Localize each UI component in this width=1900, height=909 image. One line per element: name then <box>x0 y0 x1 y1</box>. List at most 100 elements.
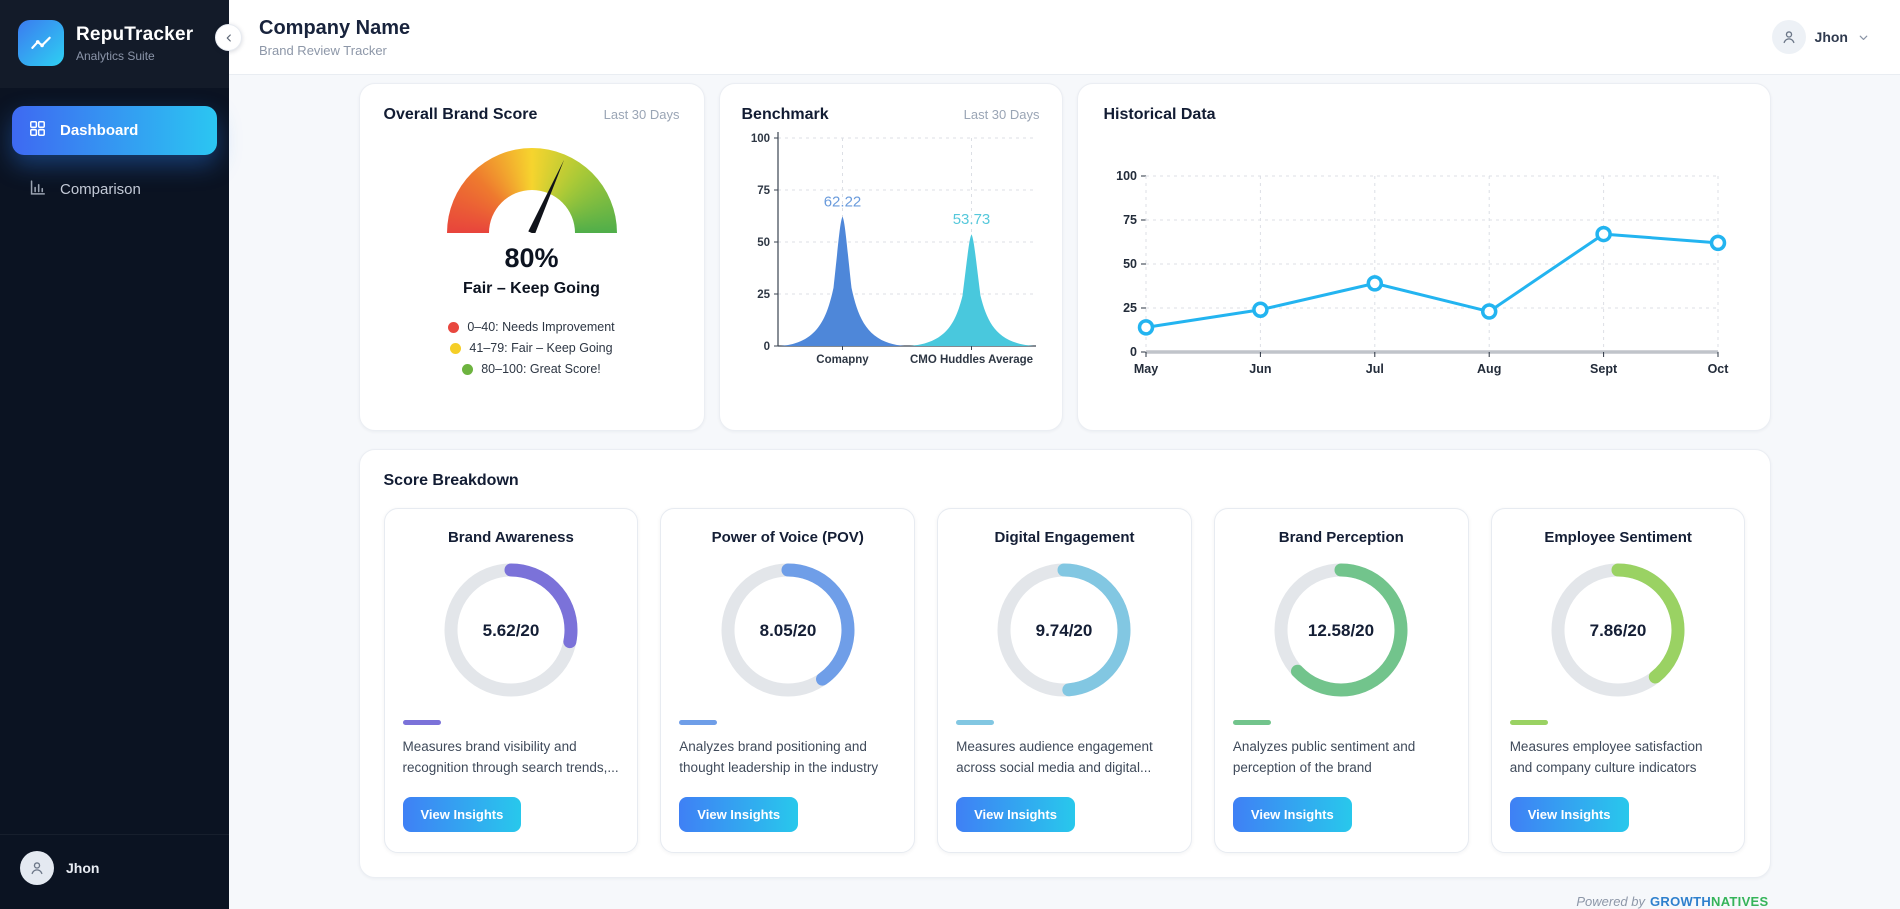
historical-data-card: Historical Data 0 25 50 75 100 May Jun Jul Aug Se… <box>1076 83 1771 431</box>
chevron-down-icon <box>1859 35 1868 40</box>
period-label: Last 30 Days <box>603 107 680 122</box>
gauge-legend-item: 41–79: Fair – Keep Going <box>450 341 613 355</box>
period-label: Last 30 Days <box>963 107 1040 122</box>
view-insights-button[interactable]: View Insights <box>1509 797 1629 832</box>
metrics-row: Brand Awareness 5.62/20 Measures brand vis… <box>383 508 1746 853</box>
app-name: RepuTracker <box>76 23 194 45</box>
sidebar-item-comparison[interactable]: Comparison <box>12 165 217 214</box>
metric-description: Analyzes brand positioning and thought l… <box>679 739 879 775</box>
legend-dot-icon <box>448 321 460 333</box>
svg-text:CMO Huddles Average: CMO Huddles Average <box>909 354 1032 366</box>
metric-legend-swatch <box>1509 720 1548 725</box>
svg-text:25: 25 <box>757 289 770 301</box>
metric-legend-swatch <box>956 720 995 725</box>
header: Company Name Brand Review Tracker Jhon <box>229 0 1900 75</box>
donut-chart: 8.05/20 <box>679 560 896 700</box>
svg-text:0: 0 <box>1130 345 1137 359</box>
metric-legend-swatch <box>1232 720 1271 725</box>
benchmark-area-chart: 0 25 50 75 100 62.22 Comapny 53.73 CMO Huddles A… <box>750 132 1036 366</box>
sidebar-item-dashboard[interactable]: Dashboard <box>12 106 217 155</box>
donut-chart: 5.62/20 <box>403 560 620 700</box>
user-avatar-icon <box>20 851 54 885</box>
svg-text:100: 100 <box>750 133 769 145</box>
svg-text:75: 75 <box>757 185 770 197</box>
metric-title: Employee Sentiment <box>1544 529 1692 546</box>
user-avatar-icon <box>1771 20 1806 54</box>
metric-card: Power of Voice (POV) 8.05/20 Analyzes bran… <box>660 508 916 853</box>
svg-text:8.05/20: 8.05/20 <box>759 621 816 640</box>
overall-brand-score-card: Overall Brand Score Last 30 Days 80% Fai… <box>358 83 705 431</box>
svg-text:100: 100 <box>1116 169 1137 183</box>
sidebar: RepuTracker Analytics Suite Dashb <box>0 0 242 909</box>
powered-by-label: Powered by <box>1576 894 1645 909</box>
legend-label: 41–79: Fair – Keep Going <box>469 341 613 355</box>
header-user-name: Jhon <box>1814 29 1848 45</box>
historical-line-chart: 0 25 50 75 100 May Jun Jul Aug Sept Oct <box>1116 169 1729 376</box>
metric-legend-swatch <box>402 720 441 725</box>
gauge-chart <box>446 148 617 233</box>
svg-text:53.73: 53.73 <box>952 211 990 228</box>
metric-card: Employee Sentiment 7.86/20 Measures employ… <box>1490 508 1746 853</box>
main-column: Company Name Brand Review Tracker Jhon <box>229 0 1900 909</box>
gauge-legend-item: 80–100: Great Score! <box>462 362 601 376</box>
svg-text:50: 50 <box>1123 257 1137 271</box>
svg-text:Sept: Sept <box>1590 362 1618 376</box>
view-insights-button[interactable]: View Insights <box>402 797 522 832</box>
sidebar-nav: Dashboard Comparison <box>0 88 229 834</box>
metric-title: Digital Engagement <box>994 529 1135 546</box>
dashboard-grid-icon <box>28 119 47 142</box>
donut-chart: 9.74/20 <box>956 560 1173 700</box>
gauge-legend: 0–40: Needs Improvement 41–79: Fair – Kee… <box>384 320 680 376</box>
svg-text:62.22: 62.22 <box>823 194 861 211</box>
gauge-percent: 80% <box>504 243 559 273</box>
benchmark-card: Benchmark Last 30 Days 0 25 50 75 100 62.22 Co… <box>718 83 1063 431</box>
metric-title: Power of Voice (POV) <box>711 529 864 546</box>
gauge-legend-item: 0–40: Needs Improvement <box>448 320 615 334</box>
view-insights-button[interactable]: View Insights <box>1232 797 1352 832</box>
metric-title: Brand Perception <box>1278 529 1404 546</box>
growthnatives-brand: GROWTHNATIVES <box>1650 894 1769 909</box>
metric-description: Measures audience engagement across soci… <box>956 739 1153 775</box>
metric-description: Measures brand visibility and recognitio… <box>402 739 619 775</box>
svg-text:0: 0 <box>763 341 769 353</box>
score-breakdown-card: Score Breakdown Brand Awareness 5.62/20 Me… <box>358 449 1771 878</box>
view-insights-button[interactable]: View Insights <box>679 797 799 832</box>
chevron-left-icon <box>226 33 231 42</box>
svg-text:May: May <box>1133 362 1157 376</box>
brand-text: GROWTH <box>1650 894 1712 909</box>
metric-card: Brand Perception 12.58/20 Analyzes public … <box>1213 508 1469 853</box>
card-title: Benchmark <box>741 106 829 123</box>
svg-text:Comapny: Comapny <box>816 354 869 366</box>
sidebar-item-label: Dashboard <box>60 122 139 139</box>
header-user-menu[interactable]: Jhon <box>1771 20 1870 54</box>
card-title: Overall Brand Score <box>383 106 538 123</box>
svg-text:Jun: Jun <box>1249 362 1271 376</box>
metric-description: Analyzes public sentiment and perception… <box>1232 739 1416 775</box>
svg-text:75: 75 <box>1123 213 1137 227</box>
legend-label: 0–40: Needs Improvement <box>467 320 615 334</box>
sidebar-collapse-button[interactable] <box>215 24 242 51</box>
legend-label: 80–100: Great Score! <box>481 362 601 376</box>
page-title: Company Name <box>259 16 411 39</box>
view-insights-button[interactable]: View Insights <box>956 797 1075 832</box>
card-title: Historical Data <box>1103 106 1216 123</box>
svg-text:7.86/20: 7.86/20 <box>1590 621 1647 640</box>
main-content: Overall Brand Score Last 30 Days 80% Fai… <box>229 75 1900 909</box>
sidebar-user[interactable]: Jhon <box>0 834 229 909</box>
app-tagline: Analytics Suite <box>76 48 155 63</box>
svg-text:Oct: Oct <box>1707 362 1729 376</box>
gauge-needle <box>527 158 568 233</box>
footer: Powered by GROWTHNATIVES <box>359 878 1771 909</box>
metric-description: Measures employee satisfaction and compa… <box>1509 739 1703 775</box>
svg-text:Aug: Aug <box>1477 362 1501 376</box>
sidebar-user-name: Jhon <box>66 860 100 876</box>
svg-text:12.58/20: 12.58/20 <box>1308 621 1374 640</box>
metric-title: Brand Awareness <box>447 529 574 546</box>
metric-card: Digital Engagement 9.74/20 Measures audien… <box>937 508 1192 853</box>
donut-chart: 12.58/20 <box>1233 560 1450 700</box>
svg-text:Jul: Jul <box>1365 362 1383 376</box>
svg-text:5.62/20: 5.62/20 <box>483 621 540 640</box>
svg-text:9.74/20: 9.74/20 <box>1036 621 1093 640</box>
logo: RepuTracker Analytics Suite <box>0 0 229 88</box>
legend-dot-icon <box>450 342 462 354</box>
